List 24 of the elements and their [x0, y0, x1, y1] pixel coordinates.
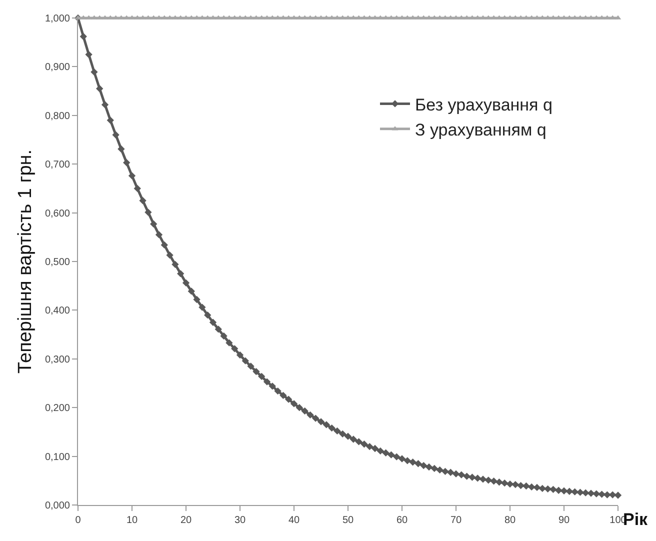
y-tick-label: 0,900: [44, 62, 70, 74]
legend-label: З урахуванням q: [415, 120, 546, 140]
x-tick-label: 70: [450, 515, 462, 526]
y-tick-label: 0,000: [44, 500, 70, 512]
y-tick-label: 0,700: [44, 160, 70, 171]
y-tick-label: 0,600: [44, 208, 70, 220]
x-tick-label: 60: [396, 515, 408, 526]
y-axis-title: Теперішня вартість 1 грн.: [14, 149, 36, 374]
legend-label: Без урахування q: [415, 95, 552, 114]
x-tick-label: 30: [234, 515, 246, 526]
x-tick-label: 50: [342, 515, 354, 526]
x-tick-label: 90: [558, 515, 570, 526]
x-tick-label: 40: [288, 515, 300, 526]
x-tick-label: 10: [126, 515, 138, 526]
y-tick-label: 1,000: [44, 14, 70, 24]
x-tick-label: 20: [180, 515, 192, 526]
y-tick-label: 0,300: [44, 354, 70, 366]
x-tick-label: 80: [504, 515, 516, 526]
y-tick-label: 0,800: [44, 110, 70, 122]
y-tick-label: 0,200: [44, 403, 70, 414]
y-tick-label: 0,500: [44, 257, 70, 268]
y-tick-label: 0,100: [44, 452, 70, 463]
y-tick-label: 0,400: [44, 306, 70, 317]
x-tick-label: 0: [75, 515, 82, 526]
